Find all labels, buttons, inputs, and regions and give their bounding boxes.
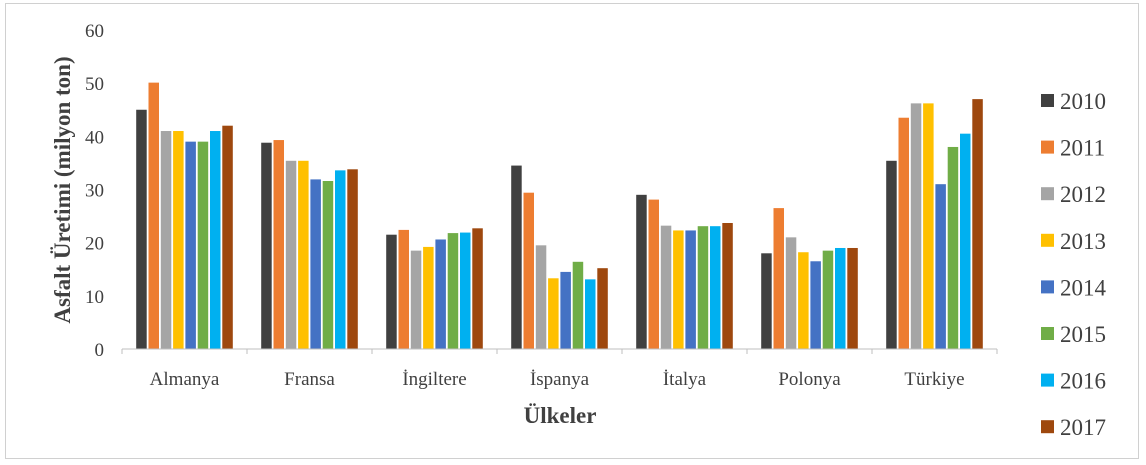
legend-label: 2012: [1060, 182, 1106, 207]
x-axis-title: Ülkeler: [524, 403, 597, 428]
legend-label: 2011: [1060, 136, 1105, 161]
legend-swatch: [1041, 233, 1054, 247]
legend-swatch: [1041, 327, 1054, 340]
legend-label: 2016: [1060, 369, 1106, 394]
bar-2013: [173, 131, 184, 349]
bar-2014: [810, 261, 821, 349]
y-tick-labels: 0 10 20 30 40 50 60: [85, 21, 104, 361]
bar-2016: [960, 133, 971, 349]
bar-2017: [722, 222, 733, 349]
bar-2016: [585, 279, 596, 349]
y-tick-label: 10: [85, 287, 104, 308]
bar-2013: [923, 103, 934, 350]
bars-group: [136, 82, 983, 350]
bar-2010: [761, 253, 772, 349]
y-tick-label: 50: [85, 74, 104, 95]
bar-2015: [697, 226, 709, 349]
legend-swatch: [1041, 420, 1054, 434]
category-label: Türkiye: [904, 369, 964, 390]
bar-2016: [335, 170, 346, 349]
bar-2014: [435, 239, 446, 349]
legend-swatch: [1041, 280, 1054, 294]
bar-2011: [273, 140, 284, 349]
bar-2015: [947, 146, 959, 349]
bar-2012: [410, 250, 422, 349]
bar-2011: [148, 82, 159, 349]
axes-group: [121, 348, 998, 354]
bar-2012: [535, 245, 547, 349]
bar-2015: [822, 250, 834, 349]
bar-2010: [511, 165, 522, 349]
bar-2015: [572, 261, 584, 349]
category-label: Polonya: [778, 369, 841, 390]
bar-2011: [523, 192, 534, 349]
bar-2016: [460, 232, 471, 349]
bar-2016: [710, 226, 721, 349]
bar-2011: [398, 229, 409, 349]
legend-swatch: [1041, 187, 1054, 201]
bar-2010: [386, 234, 397, 349]
bar-2015: [197, 141, 209, 349]
legend-label: 2014: [1060, 275, 1107, 300]
bar-2013: [423, 246, 434, 349]
bar-2010: [636, 194, 647, 349]
bar-2014: [935, 184, 946, 349]
bar-2015: [322, 180, 334, 349]
category-label: Fransa: [284, 369, 335, 390]
bar-2014: [185, 141, 196, 349]
bar-2012: [785, 237, 797, 349]
bar-2012: [660, 225, 672, 349]
y-tick-label: 40: [85, 127, 104, 148]
bar-2017: [972, 99, 983, 349]
bar-2010: [886, 160, 897, 349]
bar-2017: [847, 247, 858, 349]
legend-label: 2013: [1060, 229, 1106, 254]
bar-2012: [160, 131, 172, 349]
category-label: İspanya: [530, 369, 590, 390]
bar-2016: [835, 247, 846, 349]
bar-2011: [773, 208, 784, 349]
y-tick-label: 20: [85, 234, 104, 255]
legend-swatch: [1041, 373, 1054, 387]
legend-label: 2017: [1060, 415, 1106, 440]
legend-swatch: [1041, 140, 1054, 154]
category-label: İngiltere: [402, 369, 466, 390]
bar-2011: [648, 199, 659, 349]
bar-2017: [347, 169, 358, 349]
bar-2014: [560, 271, 571, 349]
bar-2017: [597, 268, 608, 349]
bar-2016: [210, 131, 221, 349]
y-tick-label: 30: [85, 181, 104, 202]
bar-2012: [285, 160, 297, 349]
category-label: Almanya: [150, 369, 220, 390]
category-label: İtalya: [663, 369, 707, 390]
bar-2010: [136, 109, 147, 349]
legend-label: 2015: [1060, 322, 1106, 347]
bar-2010: [261, 142, 272, 349]
bar-2012: [910, 103, 922, 350]
y-tick-label: 60: [85, 21, 104, 42]
y-axis-title: Asfalt Üretimi (milyon ton): [50, 56, 75, 323]
bar-2017: [472, 228, 483, 349]
bar-2013: [673, 230, 684, 349]
x-category-labels: Almanya Fransa İngiltere İspanya İtalya Polon…: [150, 369, 965, 390]
bar-2017: [222, 125, 233, 349]
bar-2011: [898, 117, 909, 349]
legend-label: 2010: [1060, 89, 1106, 114]
bar-2015: [447, 233, 459, 349]
y-tick-label: 0: [95, 340, 105, 361]
legend: 2010 2011 2012 2013 2014 2015 2016 2017: [1041, 89, 1107, 440]
bar-2014: [310, 179, 321, 349]
bar-2013: [298, 160, 309, 349]
legend-swatch: [1041, 94, 1054, 107]
bar-2013: [548, 278, 559, 349]
bar-2014: [685, 230, 696, 349]
bar-2013: [798, 252, 809, 349]
